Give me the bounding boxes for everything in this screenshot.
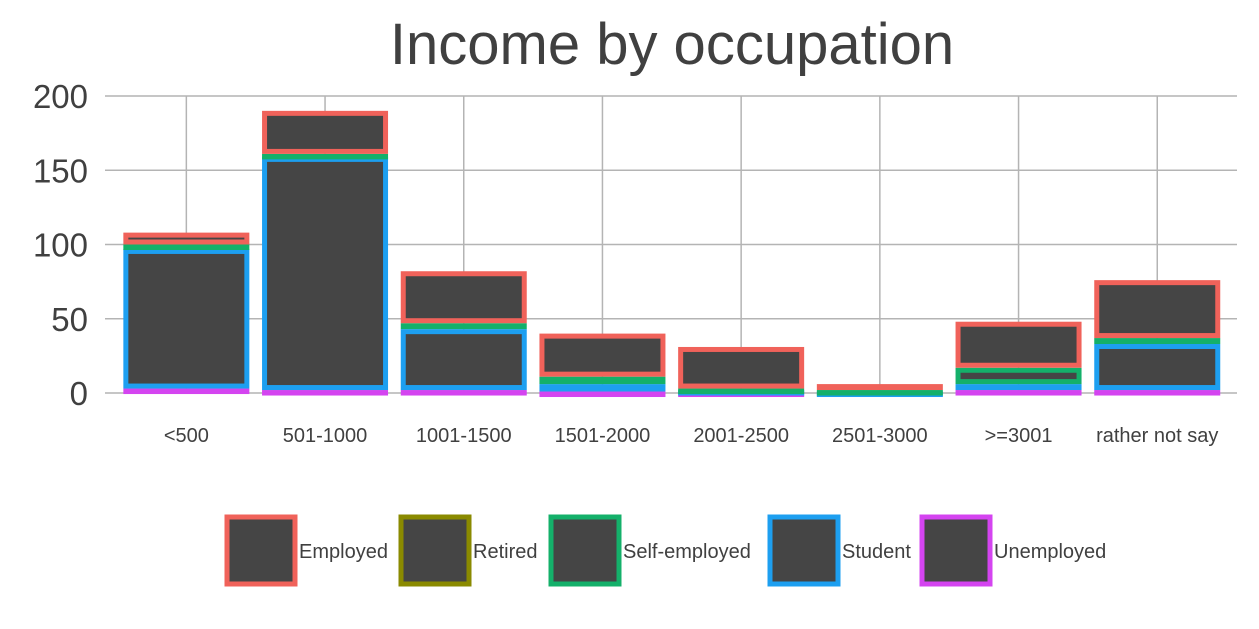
y-tick-label: 200 xyxy=(33,78,88,115)
x-tick-label: <500 xyxy=(164,425,209,447)
legend: Employed Retired Self-employed Student Unemp… xyxy=(224,514,1106,587)
bar-501-1000-student xyxy=(262,156,389,391)
bar-1501-2000-student xyxy=(539,384,666,392)
y-tick-label: 0 xyxy=(70,375,88,412)
y-tick-label: 50 xyxy=(51,301,88,338)
x-tick-label: >=3001 xyxy=(985,425,1053,447)
bar-3001-employed xyxy=(955,321,1082,368)
bar-2501-3000-employed xyxy=(816,384,943,391)
bar-500-self-employed xyxy=(123,244,250,250)
legend-label-student: Student xyxy=(842,541,911,563)
legend-swatch-self-employed xyxy=(548,514,622,587)
legend-swatch-employed xyxy=(224,514,298,587)
bar-2001-2500-employed xyxy=(678,346,805,389)
x-tick-label: 2001-2500 xyxy=(693,425,789,447)
bar-2001-2500-self-employed xyxy=(678,388,805,395)
x-tick-label: 1001-1500 xyxy=(416,425,512,447)
legend-swatch-unemployed xyxy=(919,514,993,587)
bar-1001-1500-employed xyxy=(400,271,527,324)
bar-1501-2000-unemployed xyxy=(539,391,666,398)
bar-1001-1500-student xyxy=(400,329,527,391)
x-tick-label: 2501-3000 xyxy=(832,425,928,447)
bar-500-unemployed xyxy=(123,388,250,395)
bar-rather-not-say-employed xyxy=(1094,280,1221,339)
bar-501-1000-self-employed xyxy=(262,153,389,160)
chart-title: Income by occupation xyxy=(390,12,954,77)
bar-1001-1500-self-employed xyxy=(400,323,527,330)
y-tick-label: 100 xyxy=(33,227,88,264)
legend-label-employed: Employed xyxy=(299,541,388,563)
bar-1001-1500-unemployed xyxy=(400,390,527,396)
bar-rather-not-say-student xyxy=(1094,343,1221,391)
x-axis-ticks: <500 501-1000 1001-1500 1501-2000 2001-2500 2… xyxy=(164,425,1219,447)
legend-swatch-student xyxy=(767,514,841,587)
x-tick-label: 1501-2000 xyxy=(555,425,651,447)
y-axis-ticks: 0 50 100 150 200 xyxy=(33,78,88,412)
bars xyxy=(123,110,1221,398)
bar-500-employed xyxy=(123,232,250,245)
bar-rather-not-say-self-employed xyxy=(1094,338,1221,344)
bar-501-1000-employed xyxy=(262,110,389,154)
legend-swatch-retired xyxy=(398,514,472,587)
legend-label-self-employed: Self-employed xyxy=(623,541,751,563)
bar-rather-not-say-unemployed xyxy=(1094,390,1221,396)
bar-1501-2000-employed xyxy=(539,333,666,377)
y-tick-label: 150 xyxy=(33,152,88,189)
bar-501-1000-unemployed xyxy=(262,390,389,396)
legend-label-unemployed: Unemployed xyxy=(994,541,1106,563)
bar-3001-self-employed xyxy=(955,367,1082,385)
legend-label-retired: Retired xyxy=(473,541,537,563)
bar-3001-student xyxy=(955,384,1082,391)
x-tick-label: rather not say xyxy=(1096,425,1218,447)
bar-3001-unemployed xyxy=(955,390,1082,396)
x-tick-label: 501-1000 xyxy=(283,425,368,447)
bar-1501-2000-self-employed xyxy=(539,376,666,385)
bar-500-student xyxy=(123,248,250,389)
bar-2501-3000-self-employed xyxy=(816,390,943,396)
